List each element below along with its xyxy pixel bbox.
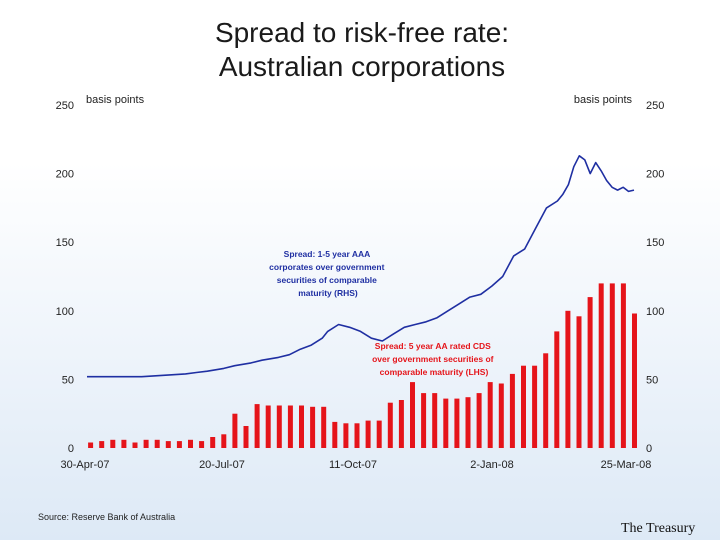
cds-bar-32	[443, 398, 449, 448]
right-tick-50: 50	[646, 374, 658, 386]
cds-bar-23	[343, 423, 349, 448]
cds-bar-45	[587, 297, 593, 448]
cds-bar-41	[543, 353, 549, 448]
cds-bar-33	[454, 398, 460, 448]
cds-bar-22	[332, 421, 338, 448]
cds-bar-3	[121, 439, 127, 448]
x-tick-2: 11-Oct-07	[329, 459, 377, 471]
cds-bar-47	[609, 283, 615, 448]
cds-bar-31	[432, 393, 438, 448]
source-note: Source: Reserve Bank of Australia	[38, 512, 176, 522]
x-tick-3: 2-Jan-08	[470, 459, 513, 471]
cds-bar-29	[410, 382, 415, 448]
x-tick-0: 30-Apr-07	[61, 459, 110, 471]
cds-bar-24	[354, 423, 360, 448]
cds-bar-35	[476, 393, 482, 448]
cds-bar-10	[199, 441, 205, 448]
cds-bar-21	[321, 406, 327, 448]
cds-bar-38	[509, 373, 515, 448]
cds-bar-11	[210, 437, 216, 448]
cds-bar-14	[243, 426, 249, 448]
left-tick-50: 50	[62, 374, 74, 386]
cds-bar-36	[487, 382, 493, 448]
cds-bar-27	[387, 402, 393, 448]
right-tick-0: 0	[646, 443, 652, 455]
chart-svg: 0 50 100 150 200 250 0 50 100 150 200 250 30-Apr-07 2…	[56, 94, 665, 471]
cds-bar-39	[521, 365, 526, 448]
cds-bar-34	[465, 397, 471, 448]
cds-bar-48	[620, 283, 626, 448]
cds-bar-40	[532, 365, 538, 448]
cds-bar-28	[398, 400, 404, 448]
cds-bar-5	[143, 439, 149, 448]
left-tick-150: 150	[56, 237, 74, 249]
cds-bar-4	[132, 442, 138, 448]
chart-title: Spread to risk-free rate: Australian cor…	[0, 16, 720, 84]
right-tick-100: 100	[646, 306, 664, 318]
cds-bar-25	[365, 420, 371, 448]
cds-bar-15	[254, 404, 260, 448]
cds-bar-26	[376, 420, 382, 448]
left-axis-unit: basis points	[86, 94, 145, 106]
cds-bar-7	[165, 441, 171, 448]
x-tick-4: 25-Mar-08	[601, 459, 652, 471]
cds-bar-43	[565, 310, 571, 448]
bar-series-annotation: Spread: 5 year AA rated CDS over governm…	[372, 341, 496, 377]
cds-bar-20	[310, 406, 316, 448]
left-tick-100: 100	[56, 306, 74, 318]
right-tick-250: 250	[646, 100, 664, 112]
cds-bar-37	[498, 383, 504, 448]
cds-bar-2	[110, 439, 116, 448]
cds-bar-9	[188, 439, 193, 448]
cds-bar-8	[176, 441, 182, 448]
cds-bar-12	[221, 434, 227, 448]
right-tick-200: 200	[646, 169, 664, 181]
cds-bar-19	[299, 405, 304, 448]
line-series-annotation: Spread: 1-5 year AAA corporates over gov…	[269, 249, 387, 298]
title-line-1: Spread to risk-free rate:	[214, 17, 510, 48]
cds-bar-6	[154, 439, 160, 448]
footer-brand: The Treasury	[621, 521, 696, 536]
cds-bar-17	[276, 405, 282, 448]
cds-bar-18	[287, 405, 293, 448]
aaa-spread-line	[87, 155, 635, 378]
right-axis-unit: basis points	[574, 94, 633, 106]
left-tick-250: 250	[56, 100, 74, 112]
cds-bar-46	[598, 283, 604, 448]
title-line-2: Australian corporations	[218, 51, 506, 82]
cds-bar-49	[632, 313, 637, 448]
cds-bar-44	[576, 316, 582, 448]
right-tick-150: 150	[646, 237, 664, 249]
x-tick-1: 20-Jul-07	[199, 459, 245, 471]
cds-bar-42	[554, 331, 560, 448]
cds-bar-0	[88, 442, 94, 448]
cds-bar-30	[421, 393, 427, 448]
cds-bar-13	[232, 413, 238, 448]
cds-bar-1	[99, 441, 105, 448]
cds-bar-16	[265, 405, 271, 448]
left-tick-0: 0	[68, 443, 74, 455]
left-tick-200: 200	[56, 169, 74, 181]
